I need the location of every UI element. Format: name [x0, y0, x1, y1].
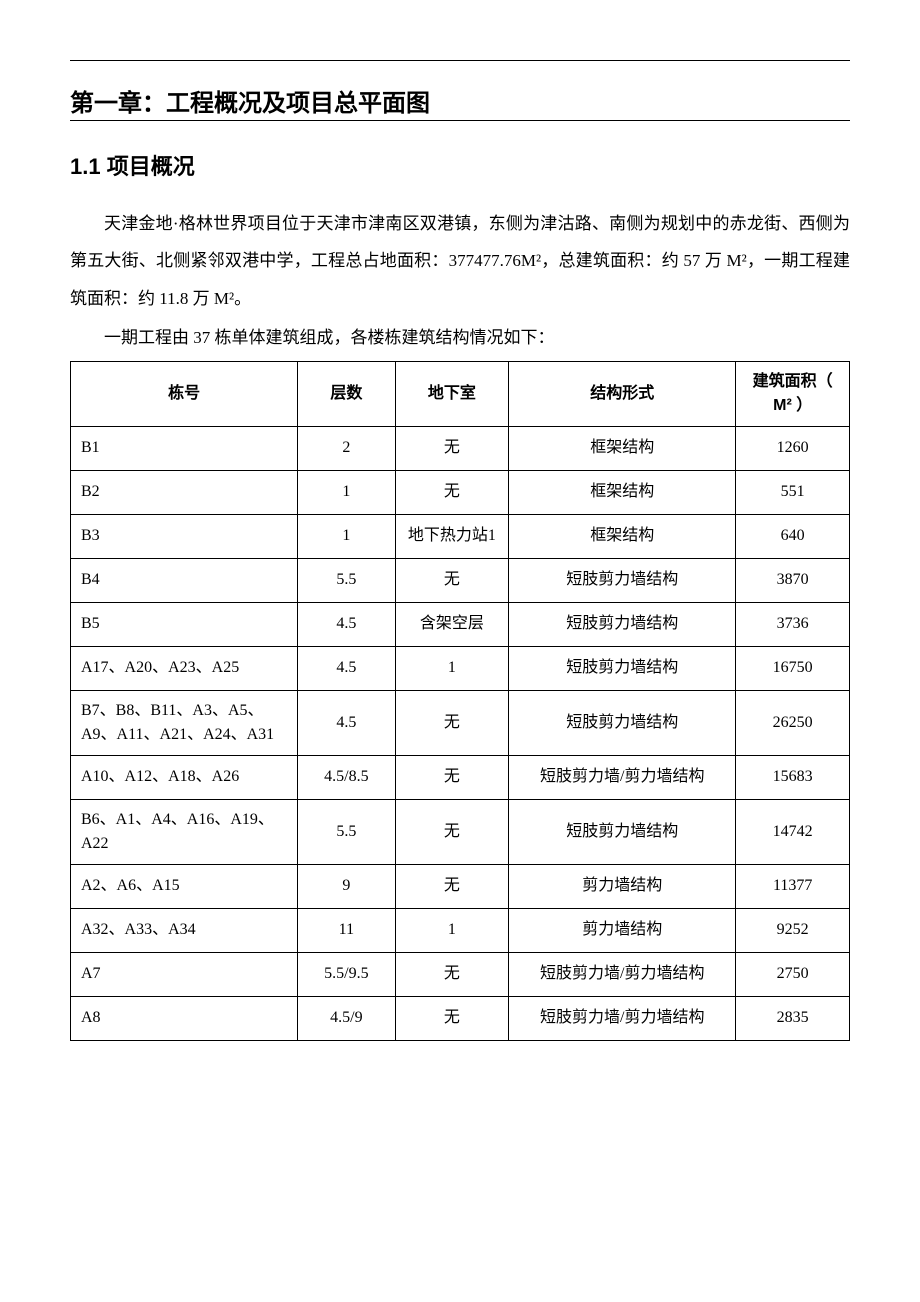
cell-floors: 4.5/9	[298, 996, 395, 1040]
cell-floors: 1	[298, 514, 395, 558]
header-basement: 地下室	[395, 361, 509, 426]
building-table: 栋号 层数 地下室 结构形式 建筑面积（ M² ） B1 2 无 框架结构 12…	[70, 361, 850, 1041]
chapter-title: 第一章：工程概况及项目总平面图	[70, 83, 850, 121]
cell-floors: 5.5/9.5	[298, 952, 395, 996]
cell-building-no: B4	[71, 558, 298, 602]
table-row: B7、B8、B11、A3、A5、A9、A11、A21、A24、A31 4.5 无…	[71, 690, 850, 755]
cell-basement: 含架空层	[395, 602, 509, 646]
cell-building-no: A7	[71, 952, 298, 996]
cell-floors: 4.5	[298, 602, 395, 646]
cell-basement: 无	[395, 952, 509, 996]
cell-building-no: B1	[71, 426, 298, 470]
cell-area: 26250	[736, 690, 850, 755]
cell-building-no: B2	[71, 470, 298, 514]
header-area: 建筑面积（ M² ）	[736, 361, 850, 426]
cell-structure: 短肢剪力墙结构	[509, 558, 736, 602]
cell-floors: 4.5/8.5	[298, 755, 395, 799]
table-row: B6、A1、A4、A16、A19、A22 5.5 无 短肢剪力墙结构 14742	[71, 799, 850, 864]
cell-area: 3736	[736, 602, 850, 646]
cell-floors: 11	[298, 908, 395, 952]
cell-area: 15683	[736, 755, 850, 799]
table-row: A17、A20、A23、A25 4.5 1 短肢剪力墙结构 16750	[71, 646, 850, 690]
cell-building-no: B3	[71, 514, 298, 558]
cell-floors: 5.5	[298, 799, 395, 864]
cell-basement: 1	[395, 908, 509, 952]
header-structure: 结构形式	[509, 361, 736, 426]
cell-building-no: A2、A6、A15	[71, 864, 298, 908]
cell-floors: 1	[298, 470, 395, 514]
cell-area: 14742	[736, 799, 850, 864]
cell-structure: 短肢剪力墙/剪力墙结构	[509, 755, 736, 799]
cell-basement: 无	[395, 690, 509, 755]
table-row: A7 5.5/9.5 无 短肢剪力墙/剪力墙结构 2750	[71, 952, 850, 996]
cell-building-no: B7、B8、B11、A3、A5、A9、A11、A21、A24、A31	[71, 690, 298, 755]
cell-basement: 无	[395, 996, 509, 1040]
cell-area: 3870	[736, 558, 850, 602]
cell-structure: 短肢剪力墙/剪力墙结构	[509, 952, 736, 996]
table-row: B1 2 无 框架结构 1260	[71, 426, 850, 470]
cell-building-no: B5	[71, 602, 298, 646]
header-building-no: 栋号	[71, 361, 298, 426]
cell-area: 2835	[736, 996, 850, 1040]
table-row: B5 4.5 含架空层 短肢剪力墙结构 3736	[71, 602, 850, 646]
cell-basement: 无	[395, 426, 509, 470]
cell-basement: 无	[395, 558, 509, 602]
cell-structure: 框架结构	[509, 514, 736, 558]
section-title: 1.1 项目概况	[70, 149, 850, 181]
table-row: A32、A33、A34 11 1 剪力墙结构 9252	[71, 908, 850, 952]
cell-structure: 框架结构	[509, 470, 736, 514]
cell-floors: 9	[298, 864, 395, 908]
cell-area: 1260	[736, 426, 850, 470]
cell-area: 11377	[736, 864, 850, 908]
cell-structure: 短肢剪力墙结构	[509, 799, 736, 864]
header-floors: 层数	[298, 361, 395, 426]
cell-structure: 短肢剪力墙结构	[509, 690, 736, 755]
cell-building-no: B6、A1、A4、A16、A19、A22	[71, 799, 298, 864]
cell-basement: 无	[395, 755, 509, 799]
table-row: B4 5.5 无 短肢剪力墙结构 3870	[71, 558, 850, 602]
table-header-row: 栋号 层数 地下室 结构形式 建筑面积（ M² ）	[71, 361, 850, 426]
cell-structure: 框架结构	[509, 426, 736, 470]
table-row: A10、A12、A18、A26 4.5/8.5 无 短肢剪力墙/剪力墙结构 15…	[71, 755, 850, 799]
table-row: B3 1 地下热力站1 框架结构 640	[71, 514, 850, 558]
cell-floors: 4.5	[298, 646, 395, 690]
cell-building-no: A32、A33、A34	[71, 908, 298, 952]
cell-area: 16750	[736, 646, 850, 690]
paragraph-1: 天津金地·格林世界项目位于天津市津南区双港镇，东侧为津沽路、南侧为规划中的赤龙街…	[70, 205, 850, 317]
page-top-rule	[70, 60, 850, 61]
table-row: B2 1 无 框架结构 551	[71, 470, 850, 514]
cell-building-no: A8	[71, 996, 298, 1040]
cell-basement: 地下热力站1	[395, 514, 509, 558]
cell-basement: 无	[395, 864, 509, 908]
cell-floors: 4.5	[298, 690, 395, 755]
cell-area: 2750	[736, 952, 850, 996]
cell-building-no: A17、A20、A23、A25	[71, 646, 298, 690]
table-body: B1 2 无 框架结构 1260 B2 1 无 框架结构 551 B3 1 地下…	[71, 426, 850, 1040]
cell-structure: 剪力墙结构	[509, 864, 736, 908]
cell-area: 9252	[736, 908, 850, 952]
cell-structure: 剪力墙结构	[509, 908, 736, 952]
table-row: A8 4.5/9 无 短肢剪力墙/剪力墙结构 2835	[71, 996, 850, 1040]
cell-basement: 无	[395, 470, 509, 514]
cell-basement: 无	[395, 799, 509, 864]
cell-building-no: A10、A12、A18、A26	[71, 755, 298, 799]
cell-basement: 1	[395, 646, 509, 690]
cell-area: 551	[736, 470, 850, 514]
table-row: A2、A6、A15 9 无 剪力墙结构 11377	[71, 864, 850, 908]
cell-floors: 2	[298, 426, 395, 470]
paragraph-2: 一期工程由 37 栋单体建筑组成，各楼栋建筑结构情况如下：	[70, 319, 850, 356]
cell-structure: 短肢剪力墙结构	[509, 602, 736, 646]
cell-structure: 短肢剪力墙/剪力墙结构	[509, 996, 736, 1040]
cell-structure: 短肢剪力墙结构	[509, 646, 736, 690]
cell-area: 640	[736, 514, 850, 558]
cell-floors: 5.5	[298, 558, 395, 602]
